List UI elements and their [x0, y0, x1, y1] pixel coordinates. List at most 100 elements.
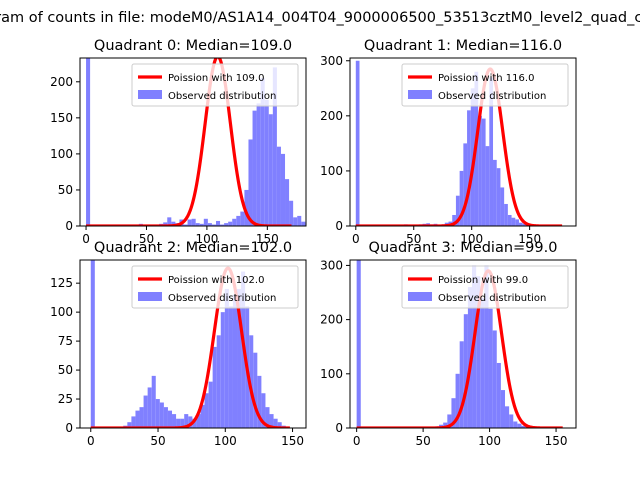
histogram-bar [481, 118, 486, 226]
histogram-bar [228, 306, 233, 428]
x-tick-label: 50 [415, 434, 430, 448]
histogram-bar [159, 402, 164, 428]
histogram-bar [485, 146, 490, 226]
histogram-bar [200, 404, 205, 428]
y-tick-label: 0 [65, 219, 73, 233]
x-tick-label: 50 [406, 232, 421, 246]
histogram-bar [163, 407, 168, 428]
histogram-bar [155, 399, 160, 428]
histogram-bar [265, 407, 270, 428]
histogram-bar [211, 224, 216, 226]
histogram-bar [204, 393, 209, 428]
legend-hist-label: Observed distribution [438, 91, 546, 102]
axes-frame [349, 57, 577, 227]
legend-poisson-label: Poission with 102.0 [168, 275, 264, 286]
histogram-bar [451, 398, 456, 428]
histogram-bar [131, 416, 136, 428]
x-tick-label: 150 [545, 434, 568, 448]
y-tick-label: 300 [320, 258, 343, 272]
histogram-bar [220, 224, 225, 226]
y-tick-label: 200 [320, 313, 343, 327]
histogram-bar [228, 221, 233, 226]
y-tick-label: 100 [320, 164, 343, 178]
quadrant-1-chart: 0 50 100 150 0 100 200 300 Quadrant 1: Median=11… [320, 38, 577, 246]
histogram-bar [143, 395, 148, 428]
histogram-bar [232, 294, 238, 428]
legend: Poission with 116.0 Observed distribution [401, 63, 569, 107]
poisson-line [89, 266, 291, 428]
histogram-bar [215, 220, 221, 226]
legend-hist-label: Observed distribution [168, 293, 276, 304]
histogram-bar [492, 330, 497, 428]
legend-box [401, 265, 569, 309]
y-tick-label: 300 [320, 54, 343, 68]
histogram-bar [237, 288, 242, 428]
y-tick-label: 0 [335, 219, 343, 233]
histogram-bar [513, 421, 518, 428]
histogram-bar [86, 58, 91, 226]
y-tick-label: 100 [50, 147, 73, 161]
histogram-bar [467, 110, 471, 226]
histogram-bar [356, 260, 361, 428]
histogram-bar [322, 225, 326, 226]
histogram-bar [196, 414, 201, 428]
legend-box [131, 63, 299, 107]
y-tick-label: 50 [58, 183, 73, 197]
histogram-bar [507, 214, 512, 226]
x-tick-label: 100 [195, 232, 218, 246]
histogram-bar [293, 217, 298, 226]
legend-hist-swatch [138, 90, 162, 99]
x-tick-label: 50 [150, 434, 165, 448]
histogram-bar [264, 99, 269, 226]
x-tick-label: 100 [214, 434, 237, 448]
histogram-bar [301, 221, 306, 226]
histogram-bar [232, 218, 237, 226]
x-tick-label: 150 [281, 434, 304, 448]
histogram-bar [135, 410, 140, 428]
histogram-bar [244, 189, 249, 226]
histogram-bar [203, 218, 208, 226]
histogram-bar [496, 362, 501, 428]
poisson-group [89, 266, 291, 428]
histogram-bar [208, 381, 213, 428]
histogram-bar [509, 414, 514, 428]
histogram-bar [500, 187, 505, 226]
histogram-bar [318, 225, 322, 226]
quadrant-0-title: Quadrant 0: Median=109.0 [94, 38, 292, 54]
histogram-bar [171, 221, 176, 226]
histogram-bar [276, 146, 281, 226]
histogram-bar [518, 222, 523, 226]
poisson-group [354, 67, 564, 226]
poisson-line [354, 67, 564, 226]
histogram-bar [163, 222, 168, 226]
histogram-bar [463, 143, 468, 226]
histogram-bar [309, 224, 313, 226]
chart-panels: 0 50 100 150 0 50 100 150 200 Quadrant 0: Median=… [50, 38, 577, 448]
histogram-bar [188, 416, 193, 428]
histogram-bar [452, 214, 456, 226]
histogram-bar [511, 217, 516, 226]
axes-frame [79, 259, 307, 429]
x-tick-label: 0 [353, 434, 361, 448]
histogram-bar [455, 373, 460, 428]
histogram-bar [326, 225, 330, 226]
legend-poisson-label: Poission with 116.0 [438, 73, 534, 84]
y-tick-label: 150 [50, 111, 73, 125]
histogram-bar [521, 425, 526, 428]
histogram-bar [522, 223, 527, 226]
x-tick-label: 150 [256, 232, 279, 246]
histogram-bar [167, 217, 172, 226]
histogram-bar [240, 211, 245, 226]
legend-poisson-label: Poission with 109.0 [168, 73, 264, 84]
histogram-bar [151, 375, 156, 428]
x-tick-label: 100 [478, 434, 501, 448]
quadrant-3-chart: 0 50 100 150 0 100 200 300 Quadrant 3: Median=99… [320, 240, 577, 448]
histogram-bar [505, 406, 510, 428]
poisson-line [355, 269, 564, 428]
histogram-bar [447, 414, 452, 428]
histogram-bar [355, 60, 360, 226]
x-tick-label: 150 [518, 232, 541, 246]
histogram-bar [443, 422, 448, 428]
histogram-bar [236, 215, 241, 226]
